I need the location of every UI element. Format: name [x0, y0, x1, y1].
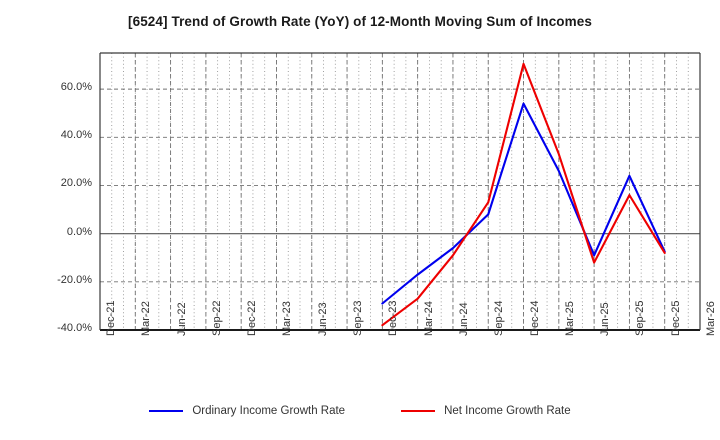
- x-axis-tick-label: Jun-23: [316, 302, 329, 336]
- x-axis-tick-label: Jun-24: [457, 302, 470, 336]
- x-axis-tick-label: Mar-25: [563, 301, 576, 336]
- x-axis-tick-label: Jun-25: [599, 302, 612, 336]
- x-axis-tick-label: Sep-25: [634, 300, 647, 336]
- x-axis-tick-label: Sep-23: [352, 300, 365, 336]
- legend-label: Net Income Growth Rate: [444, 405, 571, 417]
- x-axis-tick-label: Mar-23: [281, 301, 294, 336]
- x-axis-tick-label: Sep-24: [493, 300, 506, 336]
- legend-color-swatch: [149, 410, 184, 412]
- y-axis-tick-label: -40.0%: [57, 322, 92, 334]
- chart-title: [6524] Trend of Growth Rate (YoY) of 12-…: [128, 14, 592, 29]
- legend-label: Ordinary Income Growth Rate: [192, 405, 346, 417]
- x-axis-tick-label: Dec-23: [387, 300, 400, 336]
- y-axis-tick-label: 20.0%: [60, 177, 92, 190]
- major-y-gridlines: [100, 88, 700, 331]
- axis-frame: [99, 52, 701, 331]
- y-axis-tick-label: -20.0%: [57, 273, 92, 286]
- y-axis-tick-label: 40.0%: [60, 129, 92, 142]
- x-axis-tick-label: Dec-22: [246, 300, 259, 336]
- x-axis-tick-label: Dec-24: [528, 300, 541, 336]
- y-axis-tick-label: 60.0%: [60, 81, 92, 94]
- x-axis-tick-label: Dec-25: [669, 300, 682, 336]
- y-axis-tick-label: 0.0%: [66, 225, 92, 238]
- x-axis-tick-label: Sep-22: [210, 300, 223, 336]
- x-axis-tick-label: Mar-26: [705, 301, 717, 336]
- x-axis-tick-label: Mar-24: [422, 301, 435, 336]
- x-axis-tick-label: Dec-21: [105, 300, 117, 336]
- data-series: [381, 62, 666, 327]
- legend-color-swatch: [401, 410, 436, 412]
- chart-legend: Ordinary Income Growth Rate Net Income G…: [0, 405, 720, 417]
- x-axis-tick-label: Jun-22: [175, 302, 188, 336]
- legend-item: Ordinary Income Growth Rate: [149, 405, 345, 417]
- legend-item: Net Income Growth Rate: [401, 405, 571, 417]
- x-axis-tick-label: Mar-22: [140, 301, 153, 336]
